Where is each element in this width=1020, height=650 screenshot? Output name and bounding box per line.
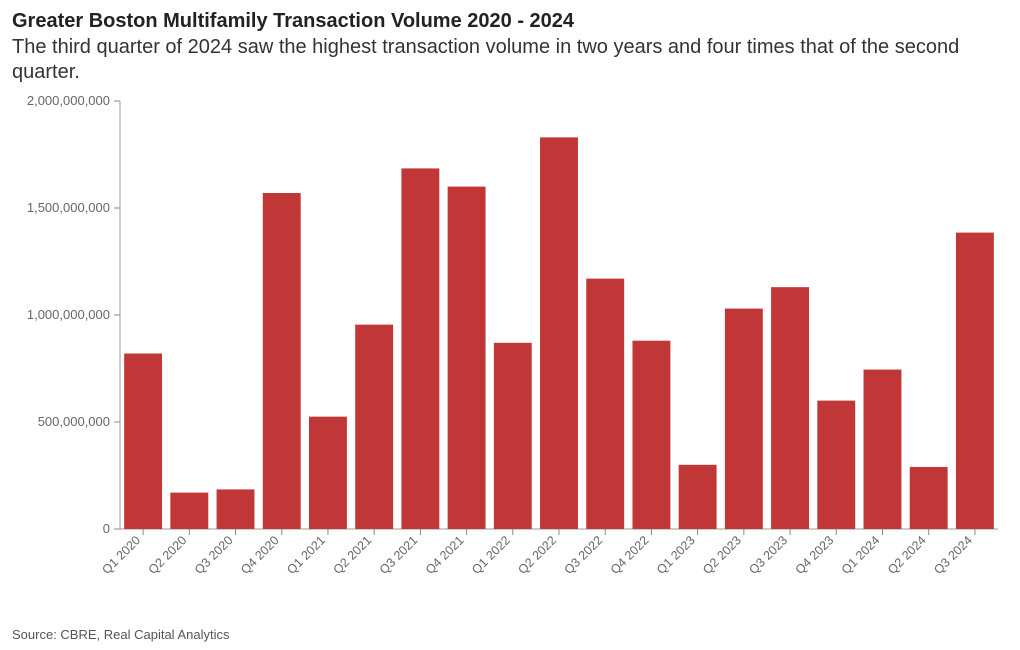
x-tick-label: Q3 2024 xyxy=(931,533,975,577)
x-tick-label: Q1 2020 xyxy=(99,533,143,577)
bar xyxy=(679,465,717,529)
x-tick-label: Q2 2021 xyxy=(330,533,374,577)
x-tick-label: Q1 2023 xyxy=(654,533,698,577)
x-tick-label: Q2 2020 xyxy=(146,533,190,577)
bar xyxy=(448,187,486,529)
bar xyxy=(401,168,439,529)
bar xyxy=(771,287,809,529)
x-tick-label: Q3 2023 xyxy=(746,533,790,577)
chart-source: Source: CBRE, Real Capital Analytics xyxy=(12,623,1008,650)
x-tick-label: Q3 2021 xyxy=(377,533,421,577)
y-tick-label: 1,000,000,000 xyxy=(27,307,110,322)
x-tick-label: Q1 2024 xyxy=(839,533,883,577)
x-tick-label: Q1 2021 xyxy=(284,533,328,577)
bar xyxy=(124,354,162,529)
x-tick-label: Q4 2021 xyxy=(423,533,467,577)
y-tick-label: 0 xyxy=(103,521,110,536)
bar xyxy=(910,467,948,529)
x-tick-label: Q3 2020 xyxy=(192,533,236,577)
bar xyxy=(494,343,532,529)
chart-container: Greater Boston Multifamily Transaction V… xyxy=(0,0,1020,650)
bar xyxy=(586,279,624,529)
bar xyxy=(632,341,670,529)
y-tick-label: 1,500,000,000 xyxy=(27,200,110,215)
x-tick-label: Q2 2022 xyxy=(515,533,559,577)
chart-title: Greater Boston Multifamily Transaction V… xyxy=(12,10,1008,33)
bar xyxy=(725,309,763,529)
bar xyxy=(355,325,393,529)
x-tick-label: Q2 2023 xyxy=(700,533,744,577)
bar xyxy=(540,137,578,529)
x-tick-label: Q4 2020 xyxy=(238,533,282,577)
y-tick-label: 500,000,000 xyxy=(38,414,110,429)
chart-plot-area: 0 500,000,000 1,000,000,000 1,500,000,000 2,… xyxy=(12,91,1008,623)
bar-chart-svg: 0 500,000,000 1,000,000,000 1,500,000,000 2,… xyxy=(12,91,1008,593)
x-tick-label: Q1 2022 xyxy=(469,533,513,577)
bar xyxy=(263,193,301,529)
bar xyxy=(309,417,347,529)
x-tick-label: Q4 2022 xyxy=(608,533,652,577)
bar xyxy=(817,401,855,529)
x-tick-label: Q3 2022 xyxy=(562,533,606,577)
bar xyxy=(864,370,902,529)
bar xyxy=(170,493,208,529)
y-tick-label: 2,000,000,000 xyxy=(27,93,110,108)
x-tick-label: Q2 2024 xyxy=(885,533,929,577)
x-tick-label: Q4 2023 xyxy=(793,533,837,577)
bar xyxy=(956,233,994,529)
chart-subtitle: The third quarter of 2024 saw the highes… xyxy=(12,35,1008,85)
bar xyxy=(217,489,255,529)
